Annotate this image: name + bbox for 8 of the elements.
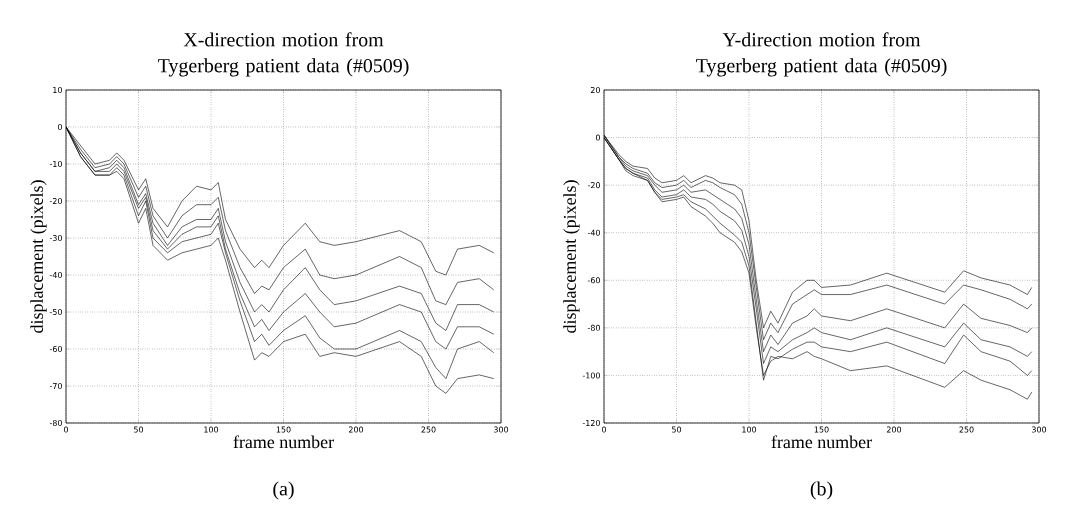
y-axis-title: displacement (pixels) [30, 180, 47, 333]
chart-title: Y-direction motion from Tygerberg patient data (#0509) [696, 32, 947, 77]
text: (b) [810, 481, 833, 500]
x-axis-title: frame number [233, 435, 334, 449]
text: (a) [273, 481, 294, 500]
chart-title: X-direction motion from Tygerberg patient data (#0509) [158, 32, 409, 77]
y-axis-title: displacement (pixels) [563, 180, 580, 333]
x-axis-title: frame number [771, 435, 872, 449]
